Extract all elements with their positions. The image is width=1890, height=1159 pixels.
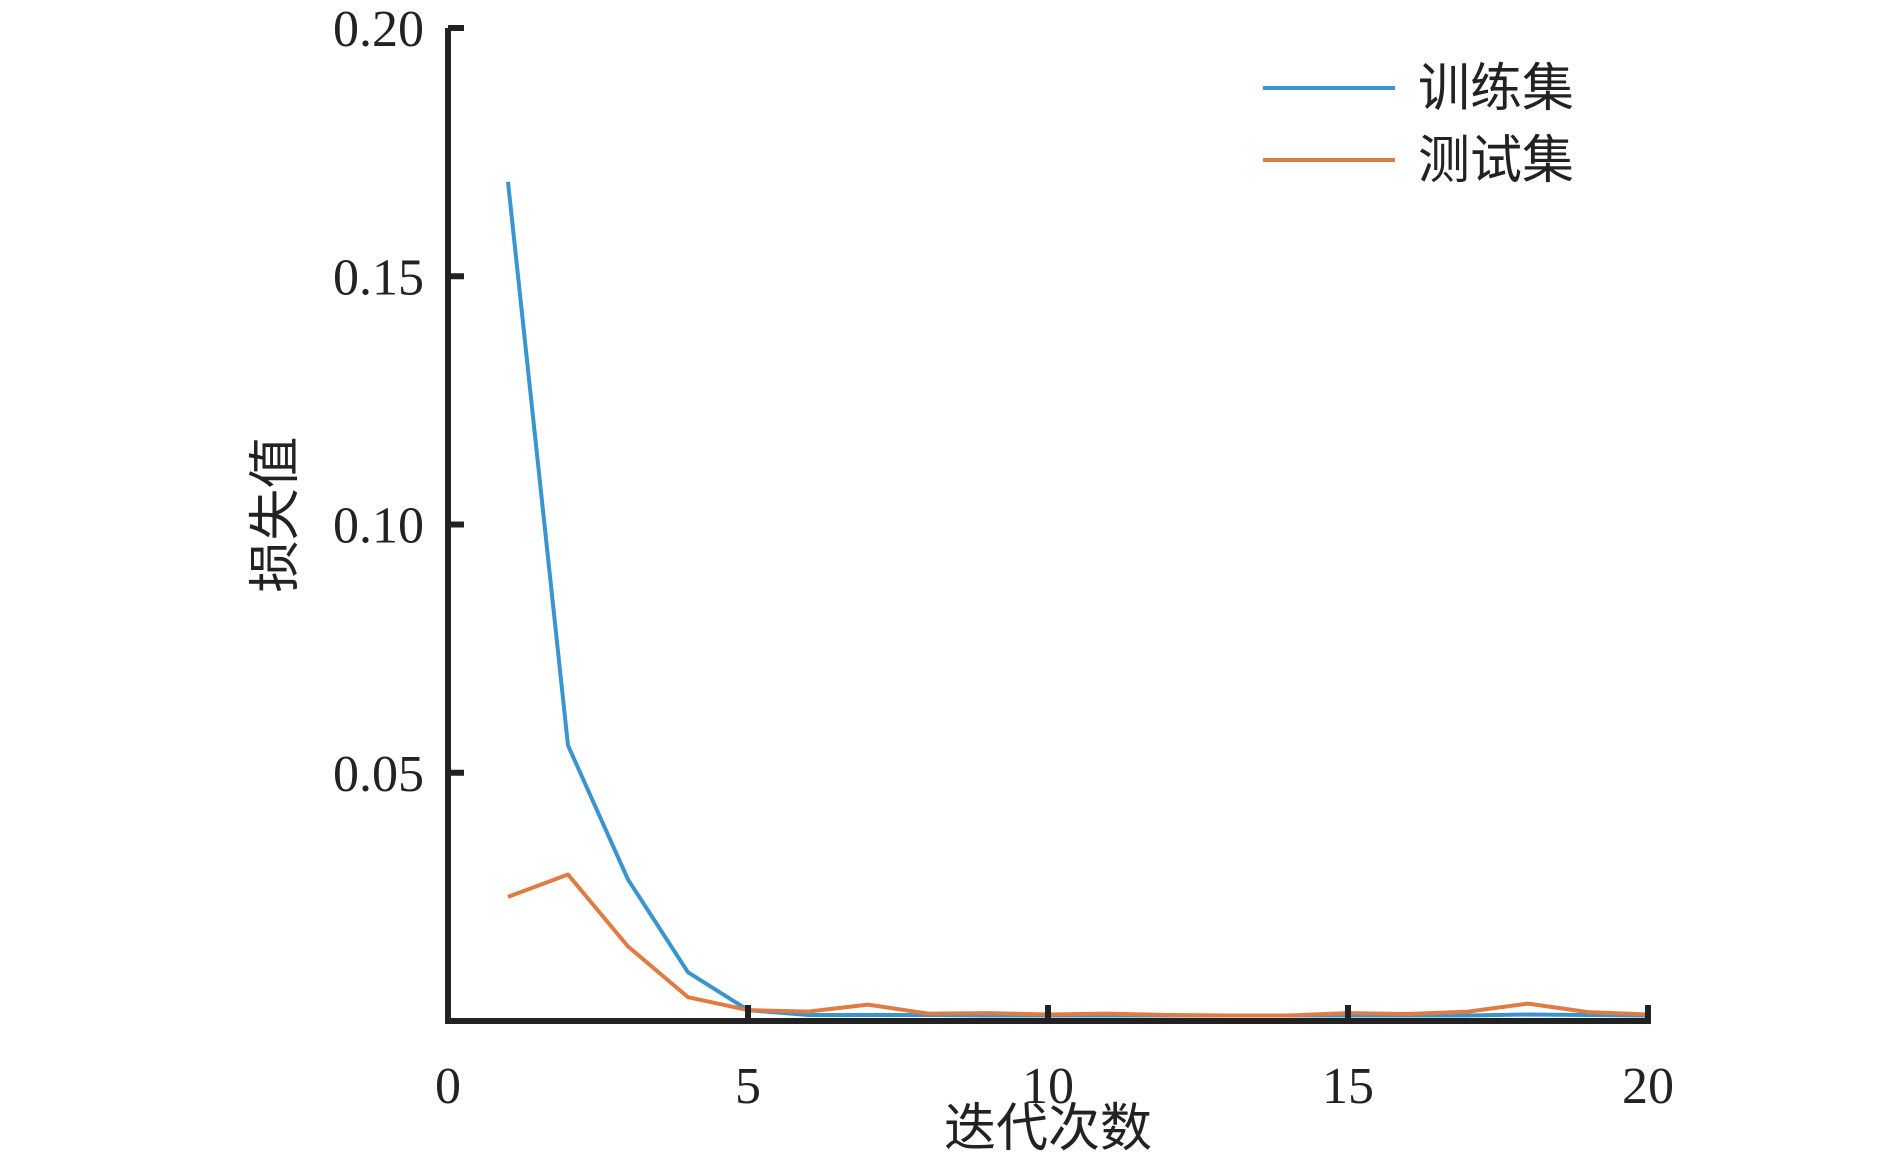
legend-label-1: 训练集 [1418,59,1574,119]
y-tick-label: 0.10 [333,498,424,555]
series-line-2 [507,872,1649,1018]
ticks-layer: 0 5 10 15 20 0.05 0.10 0.15 0.20 [333,1,1674,1115]
y-axis-title: 损失值 [246,436,306,592]
x-tick-label: 15 [1322,1058,1374,1115]
y-tick-label: 0.15 [333,249,424,306]
x-tick-label: 0 [435,1058,461,1115]
series-line-1 [506,181,1649,1018]
legend-label-2: 测试集 [1418,131,1574,191]
x-tick-label: 10 [1022,1058,1074,1115]
x-tick-label: 5 [735,1058,761,1115]
x-axis-title: 迭代次数 [944,1099,1152,1159]
y-tick-label: 0.20 [333,1,424,58]
x-tick-label: 20 [1622,1058,1674,1115]
y-tick-label: 0.05 [333,746,424,803]
series-lines-layer [506,181,1649,1018]
